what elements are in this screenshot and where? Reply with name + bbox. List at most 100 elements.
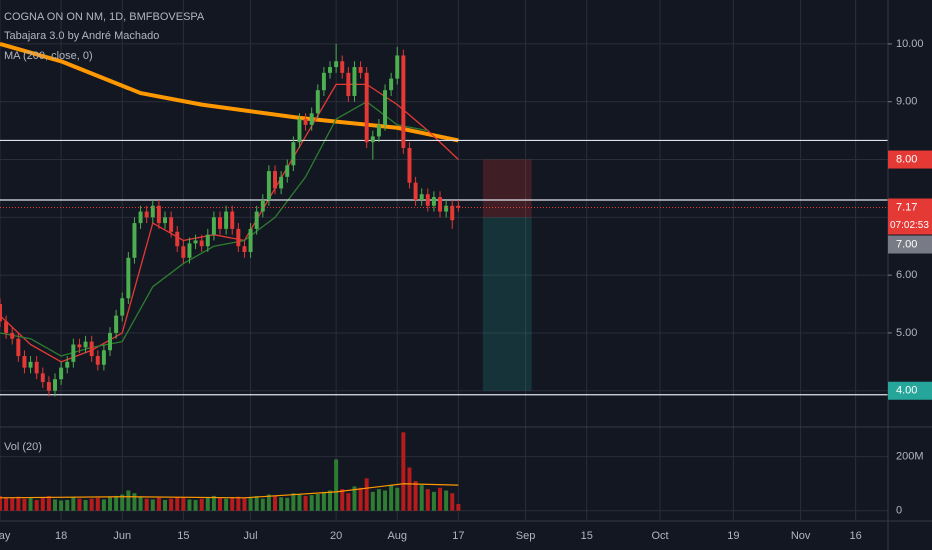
candle-body: [254, 211, 259, 229]
volume-bar: [22, 498, 27, 511]
volume-bar: [370, 491, 375, 511]
volume-bar: [59, 500, 64, 511]
x-tick-label: Aug: [387, 530, 407, 542]
price-badge: [888, 381, 932, 400]
candle-body: [303, 119, 308, 125]
volume-bar: [358, 487, 363, 511]
candle-body: [4, 321, 9, 333]
x-tick-label: Nov: [791, 530, 811, 542]
volume-bar: [285, 497, 290, 511]
indicator-line: [0, 42, 459, 143]
x-tick-label: Sep: [516, 530, 536, 542]
candle-body: [10, 332, 15, 339]
volume-bar: [260, 498, 265, 511]
volume-bar: [108, 497, 112, 511]
candle-body: [456, 205, 461, 208]
volume-bar: [0, 495, 2, 511]
candle-body: [150, 205, 155, 218]
volume-bar: [328, 490, 333, 511]
volume-bar: [4, 497, 9, 511]
volume-bar: [10, 497, 15, 511]
volume-bar: [205, 497, 210, 511]
volume-bar: [193, 499, 198, 511]
volume-bar: [352, 486, 357, 511]
candle-body: [407, 147, 412, 183]
volume-bar: [120, 494, 125, 511]
candle-body: [260, 199, 265, 212]
candle-body: [309, 113, 314, 125]
candle-body: [53, 379, 57, 391]
volume-bar: [187, 499, 192, 511]
volume-bar: [40, 497, 45, 511]
volume-bar: [224, 498, 229, 511]
volume-bar: [419, 485, 424, 511]
volume-bar: [175, 497, 180, 511]
candle-body: [132, 223, 137, 258]
volume-bar: [456, 504, 461, 511]
candle-body: [205, 234, 210, 247]
volume-bar: [169, 498, 174, 511]
candle-body: [419, 194, 424, 200]
volume-bar: [407, 467, 412, 511]
candle-body: [120, 298, 125, 316]
volume-label: Vol (20): [4, 441, 42, 453]
candle-body: [156, 205, 161, 224]
volume-bar: [254, 495, 259, 511]
candle-body: [59, 367, 64, 380]
volume-bar: [303, 495, 308, 511]
x-tick-label: Jun: [113, 530, 131, 542]
x-tick-label: Oct: [651, 530, 668, 542]
x-tick-label: 17: [452, 530, 464, 542]
volume-bar: [218, 497, 222, 511]
x-tick-label: 18: [55, 530, 67, 542]
price-badge-label: 8.00: [896, 153, 917, 165]
indicator-line: [0, 101, 428, 357]
candle-body: [144, 211, 149, 218]
countdown: 07:02:53: [890, 220, 929, 231]
x-tick-label: May: [0, 530, 11, 542]
volume-bar: [383, 490, 388, 511]
candle-body: [315, 90, 320, 114]
volume-tick-label: 200M: [896, 451, 924, 463]
candle-body: [34, 361, 39, 374]
candle-body: [297, 119, 302, 143]
candle-body: [71, 344, 76, 362]
volume-bar: [181, 497, 186, 511]
volume-bar: [46, 495, 51, 511]
volume-bar: [114, 495, 119, 511]
candle-body: [242, 246, 247, 253]
y-tick-label: 6.00: [896, 269, 917, 281]
volume-bar: [297, 494, 302, 511]
candle-body: [273, 171, 278, 189]
volume-bar: [211, 495, 216, 511]
volume-bar: [230, 497, 235, 511]
volume-bar: [334, 459, 339, 511]
volume-bar: [83, 499, 88, 511]
stop-zone: [482, 159, 532, 218]
candle-body: [46, 382, 51, 391]
candle-body: [101, 350, 106, 365]
candle-body: [28, 361, 33, 368]
volume-bar: [401, 432, 406, 511]
volume-bar: [340, 489, 345, 511]
volume-bar: [132, 493, 137, 511]
candle-body: [169, 217, 174, 232]
target-zone: [482, 217, 532, 391]
candle-body: [413, 182, 418, 200]
candle-body: [16, 338, 21, 357]
candle-body: [236, 228, 241, 247]
x-tick-label: 15: [581, 530, 593, 542]
candle-body: [193, 240, 198, 244]
candle-body: [340, 61, 345, 73]
price-badge-label: 4.00: [896, 385, 917, 397]
candle-body: [334, 61, 339, 68]
candle-body: [187, 243, 192, 258]
volume-bar: [273, 495, 278, 511]
candle-body: [163, 217, 167, 224]
volume-bar: [53, 499, 57, 511]
candle-body: [266, 171, 271, 200]
volume-bar: [364, 478, 369, 511]
candle-body: [218, 217, 222, 229]
